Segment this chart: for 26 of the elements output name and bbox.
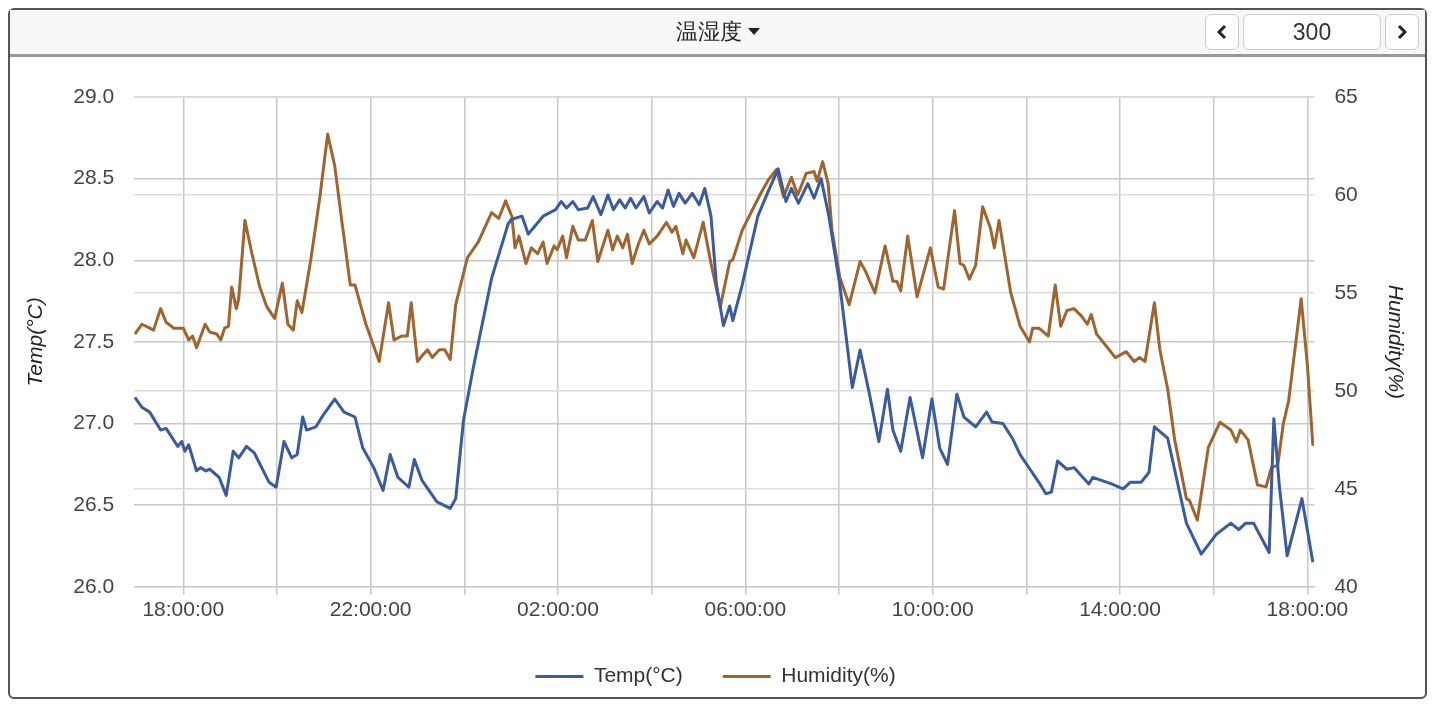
y-axis-title: Temp(°C) [23,297,47,387]
y2-axis-title: Humidity(%) [1384,284,1408,400]
y-tick-label: 28.5 [73,165,115,189]
y2-tick-label: 40 [1334,573,1358,597]
y-tick-label: 29.0 [73,83,115,107]
y2-tick-label: 55 [1334,279,1358,303]
y-tick-label: 28.0 [73,247,115,271]
x-tick-label: 18:00:00 [142,597,225,621]
text: 300 [1243,14,1381,50]
y-tick-label: 26.5 [73,491,115,515]
legend-label: Temp(°C) [593,663,683,687]
y2-tick-label: 50 [1334,377,1358,401]
x-tick-label: 10:00:00 [891,597,974,621]
x-tick-label: 14:00:00 [1079,597,1161,621]
y2-tick-label: 60 [1334,181,1358,205]
legend-label: Humidity(%) [781,663,896,687]
x-tick-label: 18:00:00 [1266,597,1349,621]
x-tick-label: 02:00:00 [517,597,599,621]
chart-title: 温湿度 [675,18,742,46]
y2-tick-label: 65 [1334,83,1358,107]
x-tick-label: 06:00:00 [704,597,787,621]
y-tick-label: 27.0 [73,410,115,434]
y-tick-label: 27.5 [73,328,115,352]
y2-tick-label: 45 [1334,475,1358,499]
y-tick-label: 26.0 [73,573,115,597]
x-tick-label: 22:00:00 [329,597,412,621]
